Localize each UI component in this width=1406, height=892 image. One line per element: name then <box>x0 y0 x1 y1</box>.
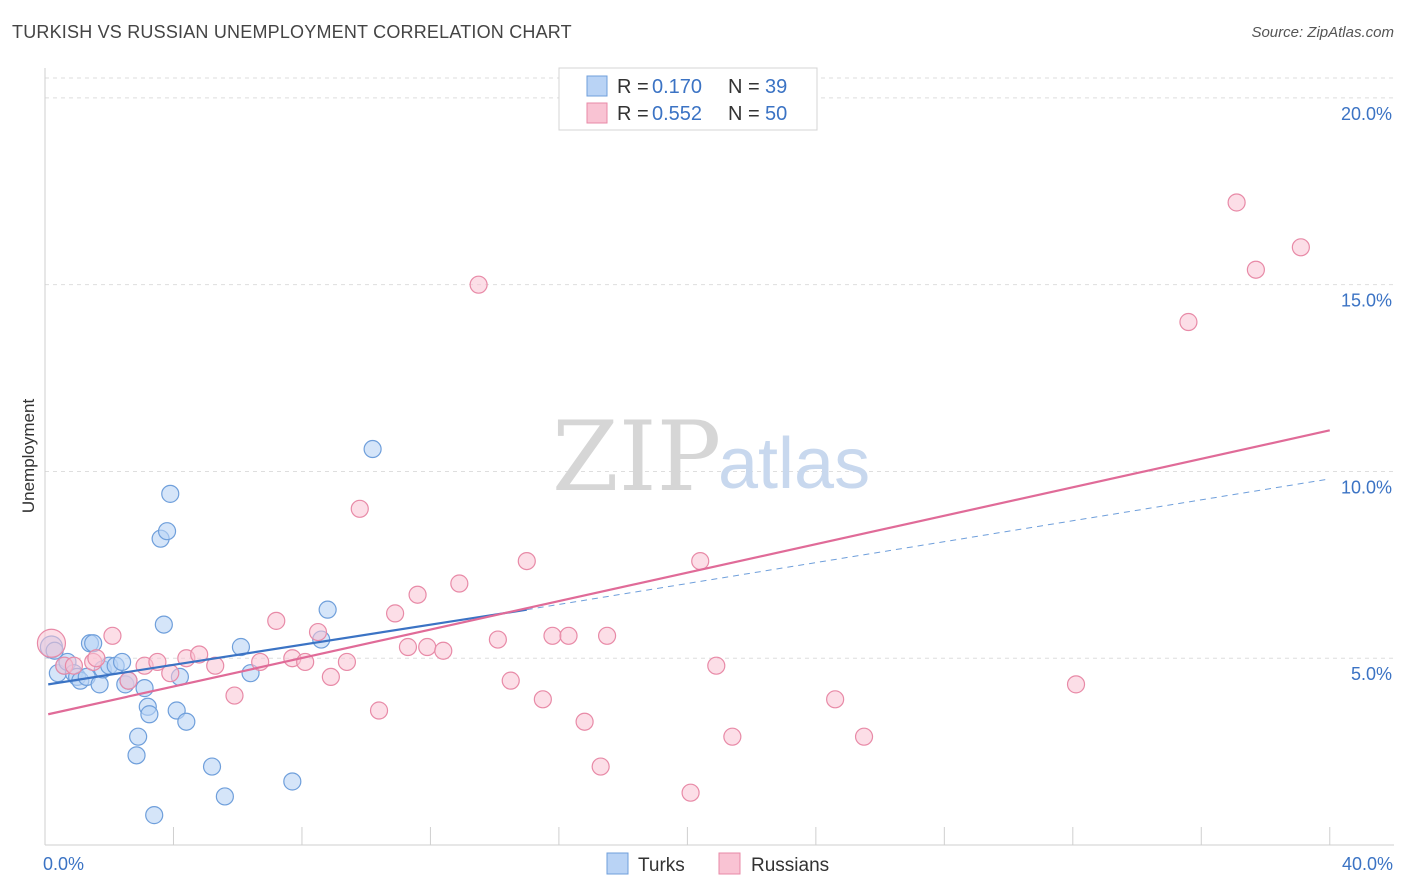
legend-r-label-turks: R = <box>617 76 649 98</box>
russians-point-19 <box>321 667 340 686</box>
turks-trend-line <box>48 608 527 686</box>
russians-point-37 <box>591 757 610 776</box>
legend-n-value-russians: 50 <box>765 103 787 125</box>
turks-point-22 <box>140 705 159 724</box>
russians-point-11 <box>190 645 209 664</box>
russians-point-32 <box>517 551 536 571</box>
legend-n-label-russians: N = <box>728 103 760 125</box>
russians-point-15 <box>267 611 286 630</box>
russians-point-23 <box>385 604 405 623</box>
legend-swatch-russians <box>586 102 608 124</box>
turks-point-33 <box>231 637 251 657</box>
turks-point-37 <box>318 600 337 619</box>
russians-point-20 <box>337 652 357 672</box>
russians-point-38 <box>597 626 617 645</box>
russians-point-25 <box>408 585 427 604</box>
axes <box>44 68 1394 846</box>
turks-point-19 <box>127 746 146 765</box>
russians-point-2 <box>64 656 84 675</box>
legend-n-value-turks: 39 <box>765 76 787 98</box>
turks-point-15 <box>112 652 132 672</box>
watermark-zip: ZIP <box>552 401 721 513</box>
trend-lines <box>47 429 1330 716</box>
russians-point-0 <box>36 628 67 658</box>
y-axis-title: Unemployment <box>19 399 38 514</box>
turks-point-27 <box>154 615 173 634</box>
russians-point-22 <box>369 701 389 720</box>
russians-point-29 <box>469 275 488 294</box>
russians-point-40 <box>691 551 710 571</box>
bottom-legend-label-russians: Russians <box>751 855 829 876</box>
turks-point-32 <box>215 787 234 806</box>
turks-point-30 <box>177 712 196 731</box>
watermark: ZIP atlas <box>552 401 870 513</box>
x-tick-label-0: 0.0% <box>43 854 84 874</box>
russians-point-24 <box>398 637 418 657</box>
russians-point-42 <box>723 727 742 746</box>
bottom-legend-swatch-turks <box>606 852 629 875</box>
chart-source: Source: ZipAtlas.com <box>1251 24 1394 41</box>
russians-point-43 <box>826 690 845 709</box>
turks-point-10 <box>84 634 103 653</box>
russians-point-6 <box>119 671 138 690</box>
turks-point-11 <box>90 675 109 694</box>
russians-point-4 <box>87 649 106 668</box>
x-ticks <box>172 827 1331 845</box>
russians-point-5 <box>103 626 122 645</box>
y-tick-label-2: 15.0% <box>1341 291 1392 311</box>
turks-point-26 <box>161 484 180 503</box>
legend-r-label-russians: R = <box>617 103 649 125</box>
russians-point-27 <box>434 641 453 660</box>
russians-point-30 <box>488 630 507 649</box>
russians-point-47 <box>1227 193 1246 212</box>
turks-point-38 <box>363 439 382 459</box>
russians-point-46 <box>1179 312 1198 332</box>
russians-point-41 <box>707 656 726 675</box>
russians-point-36 <box>575 712 594 731</box>
russians-point-21 <box>350 499 369 518</box>
turks-trend-extension <box>526 478 1330 611</box>
russians-point-26 <box>418 637 437 657</box>
y-tick-label-1: 10.0% <box>1341 477 1392 497</box>
turks-point-23 <box>145 806 164 825</box>
bottom-legend-swatch-russians <box>718 852 741 875</box>
x-tick-label-1: 40.0% <box>1342 854 1393 874</box>
russians-point-34 <box>543 626 562 645</box>
russians-point-28 <box>450 574 469 593</box>
turks-point-18 <box>129 727 148 746</box>
legend-r-value-russians: 0.552 <box>652 103 702 125</box>
russians-point-49 <box>1291 238 1310 257</box>
y-tick-label-0: 5.0% <box>1351 664 1392 684</box>
russians-point-35 <box>559 626 578 645</box>
watermark-atlas: atlas <box>718 424 870 504</box>
bottom-legend: Turks Russians <box>606 852 829 876</box>
russians-point-48 <box>1246 260 1265 279</box>
chart-title: TURKISH VS RUSSIAN UNEMPLOYMENT CORRELAT… <box>12 22 572 42</box>
grid-lines <box>45 77 1394 659</box>
turks-point-35 <box>283 772 302 791</box>
legend-r-value-turks: 0.170 <box>652 76 702 98</box>
russians-point-39 <box>681 783 700 802</box>
turks-point-31 <box>202 757 222 776</box>
legend-swatch-turks <box>586 75 608 97</box>
bottom-legend-label-turks: Turks <box>638 855 685 876</box>
russians-point-45 <box>1066 675 1086 694</box>
russians-point-13 <box>225 686 244 705</box>
russians-point-44 <box>854 727 874 746</box>
turks-point-25 <box>157 522 177 541</box>
russians-point-18 <box>308 622 328 642</box>
legend: R = 0.170 N = 39 R = 0.552 N = 50 <box>558 67 818 131</box>
x-tick-labels: 0.0% 40.0% <box>43 854 1393 874</box>
russians-trend-line <box>47 429 1330 716</box>
y-tick-labels: 5.0% 10.0% 15.0% 20.0% <box>1341 104 1392 684</box>
legend-n-label-turks: N = <box>728 76 760 98</box>
russians-point-31 <box>501 671 520 690</box>
series-turks <box>39 439 382 825</box>
russians-point-33 <box>533 690 552 709</box>
y-tick-label-3: 20.0% <box>1341 104 1392 124</box>
